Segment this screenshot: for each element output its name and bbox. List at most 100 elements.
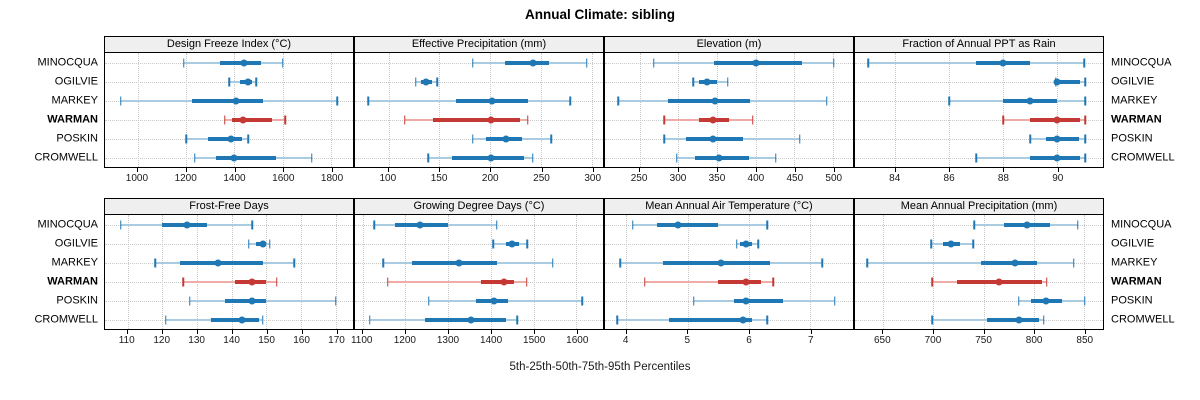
interval-row-warman bbox=[355, 110, 603, 129]
whisker-cap-5th bbox=[644, 277, 646, 286]
whisker-cap-95th bbox=[1073, 258, 1075, 267]
whisker-cap-5th bbox=[427, 153, 429, 162]
axis-tick bbox=[577, 330, 579, 334]
interval-row-markey bbox=[105, 253, 353, 272]
gridline-v bbox=[439, 53, 441, 167]
interval-row-markey bbox=[605, 253, 853, 272]
panel-rows bbox=[855, 215, 1103, 329]
gridline-v bbox=[883, 215, 885, 329]
gridline-v bbox=[405, 215, 407, 329]
median-dot bbox=[259, 240, 267, 247]
median-dot bbox=[227, 135, 235, 142]
median-dot bbox=[240, 59, 248, 66]
gridline-v bbox=[234, 53, 236, 167]
whisker-cap-95th bbox=[757, 239, 759, 248]
whisker-cap-95th bbox=[1084, 153, 1087, 162]
panel-Growing Degree Days (°C) bbox=[354, 215, 604, 330]
interval-row-poskin bbox=[355, 129, 603, 148]
gridline-v bbox=[282, 53, 284, 167]
gridline-h bbox=[855, 138, 1103, 140]
axis-tick bbox=[136, 168, 138, 172]
median-dot bbox=[487, 154, 495, 161]
whisker-cap-95th bbox=[972, 239, 975, 248]
axis-tick-label: 400 bbox=[747, 173, 765, 184]
gridline-v bbox=[678, 53, 680, 167]
interval-band-5-95 bbox=[183, 280, 277, 283]
interval-box-25-75 bbox=[733, 298, 783, 303]
interval-box-25-75 bbox=[669, 317, 752, 322]
median-dot bbox=[739, 316, 747, 323]
panel-strip-title: Frost-Free Days bbox=[189, 200, 269, 212]
whisker-cap-5th bbox=[663, 115, 666, 124]
axis-tick bbox=[404, 330, 406, 334]
axis-tick-label: 1400 bbox=[223, 173, 246, 184]
interval-row-minocqua bbox=[105, 53, 353, 72]
interval-row-cromwell bbox=[105, 148, 353, 167]
site-labels-right: MINOCQUA OGILVIE MARKEY WARMAN POSKIN CROMWEL… bbox=[1104, 198, 1200, 352]
gridline-v bbox=[591, 53, 593, 167]
whisker-cap-5th bbox=[617, 96, 619, 105]
whisker-cap-95th bbox=[247, 134, 250, 143]
axis-tick bbox=[949, 168, 951, 172]
whisker-cap-95th bbox=[311, 153, 313, 162]
axis-tick-label: 4 bbox=[622, 335, 629, 346]
site-label-cromwell: CROMWELL bbox=[34, 313, 98, 326]
panel-strip-title: Effective Precipitation (mm) bbox=[411, 38, 547, 50]
axis-Mean Annual Precipitation (mm): 650 700 750 800 850 bbox=[854, 330, 1104, 352]
site-label-cromwell: CROMWELL bbox=[34, 151, 98, 164]
axis-tick bbox=[1084, 330, 1086, 334]
site-label-poskin: POSKIN bbox=[1111, 294, 1153, 307]
panel-Fraction of Annual PPT as Rain bbox=[854, 53, 1104, 168]
axis-tick bbox=[332, 168, 334, 172]
gridline-v bbox=[626, 215, 628, 329]
gridline-v bbox=[186, 53, 188, 167]
interval-row-minocqua bbox=[855, 53, 1103, 72]
axis-tick-label: 450 bbox=[786, 173, 804, 184]
gridline-v bbox=[335, 215, 337, 329]
axis-tick bbox=[126, 330, 128, 334]
whisker-cap-95th bbox=[1084, 296, 1086, 305]
gridline-h bbox=[355, 243, 603, 245]
panel-strip-title: Elevation (m) bbox=[696, 38, 762, 50]
axis-tick-label: 160 bbox=[293, 335, 310, 346]
axis-tick bbox=[1034, 330, 1036, 334]
median-dot bbox=[947, 240, 955, 247]
panel-Mean Annual Precipitation (mm) bbox=[854, 215, 1104, 330]
axis-Design Freeze Index (°C): 1000 1200 1400 1600 1800 bbox=[104, 168, 354, 190]
panel-rows bbox=[355, 215, 603, 329]
site-label-ogilvie: OGILVIE bbox=[54, 75, 98, 88]
whisker-cap-5th bbox=[619, 258, 622, 267]
panel-Frost-Free Days bbox=[104, 215, 354, 330]
gridline-v bbox=[127, 215, 129, 329]
whisker-cap-95th bbox=[751, 115, 754, 124]
site-label-warman: WARMAN bbox=[1111, 275, 1162, 288]
axis-tick bbox=[716, 168, 718, 172]
axis-tick-label: 90 bbox=[1052, 173, 1064, 184]
median-dot bbox=[752, 59, 760, 66]
interval-box-25-75 bbox=[1046, 136, 1079, 141]
median-dot bbox=[742, 278, 750, 285]
whisker-cap-95th bbox=[284, 115, 286, 124]
axis-tick bbox=[283, 168, 285, 172]
whisker-cap-95th bbox=[516, 315, 518, 324]
axis-tick bbox=[592, 168, 594, 172]
axis-tick bbox=[932, 330, 934, 334]
interval-row-warman bbox=[605, 272, 853, 291]
panel-strip: Fraction of Annual PPT as Rain bbox=[854, 36, 1104, 53]
gridline-v bbox=[983, 215, 985, 329]
axis-tick bbox=[749, 330, 751, 334]
interval-box-25-75 bbox=[451, 155, 524, 160]
whisker-cap-95th bbox=[825, 96, 828, 105]
whisker-cap-95th bbox=[766, 315, 769, 324]
site-labels-left: MINOCQUA OGILVIE MARKEY WARMAN POSKIN CROMWEL… bbox=[0, 198, 104, 352]
gridline-v bbox=[895, 53, 897, 167]
gridline-v bbox=[1057, 53, 1059, 167]
gridline-h bbox=[605, 81, 853, 83]
gridline-v bbox=[533, 215, 535, 329]
interval-row-cromwell bbox=[605, 310, 853, 329]
panel-strip: Effective Precipitation (mm) bbox=[354, 36, 604, 53]
gridline-h bbox=[355, 81, 603, 83]
whisker-cap-5th bbox=[692, 77, 694, 86]
interval-box-25-75 bbox=[667, 98, 751, 103]
site-label-minocqua: MINOCQUA bbox=[37, 56, 99, 69]
